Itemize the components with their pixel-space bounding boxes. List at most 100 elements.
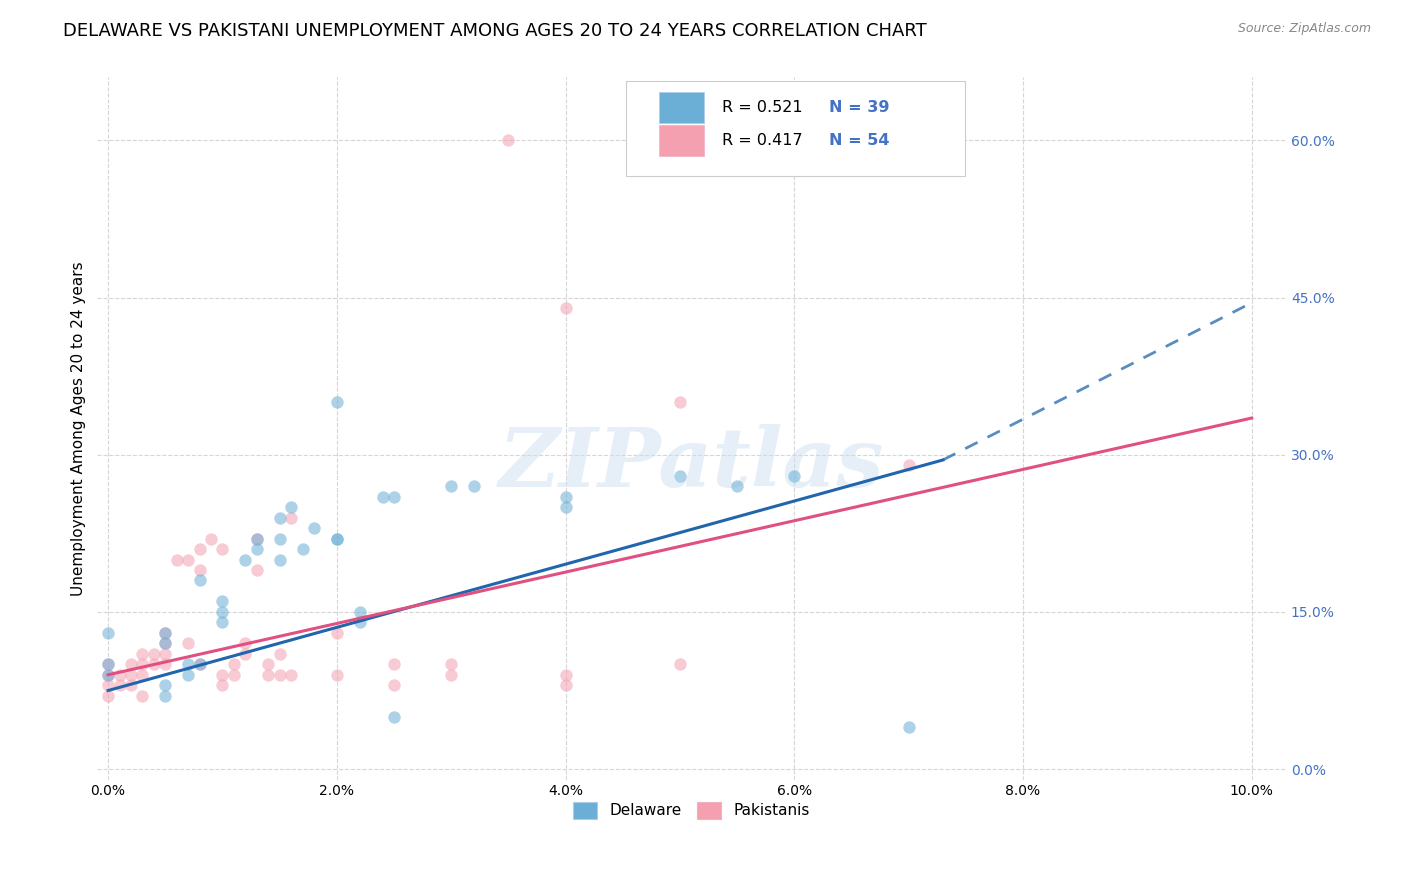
Point — [269, 510, 291, 524]
Point — [246, 532, 269, 546]
Point — [155, 636, 177, 650]
Point — [326, 532, 349, 546]
Point — [269, 552, 291, 566]
Point — [349, 605, 371, 619]
Point — [554, 500, 576, 515]
Point — [382, 678, 405, 692]
Point — [188, 657, 211, 672]
Point — [302, 521, 325, 535]
Point — [897, 720, 920, 734]
Point — [257, 668, 280, 682]
Point — [142, 647, 165, 661]
Point — [783, 468, 806, 483]
FancyBboxPatch shape — [659, 125, 704, 156]
Point — [725, 479, 748, 493]
Point — [382, 657, 405, 672]
Point — [222, 657, 245, 672]
Point — [382, 710, 405, 724]
Point — [440, 668, 463, 682]
Point — [280, 668, 302, 682]
Text: DELAWARE VS PAKISTANI UNEMPLOYMENT AMONG AGES 20 TO 24 YEARS CORRELATION CHART: DELAWARE VS PAKISTANI UNEMPLOYMENT AMONG… — [63, 22, 927, 40]
Point — [233, 647, 256, 661]
Point — [200, 532, 222, 546]
Point — [120, 678, 142, 692]
Point — [97, 668, 120, 682]
Point — [669, 657, 692, 672]
Point — [97, 689, 120, 703]
Point — [440, 479, 463, 493]
Point — [177, 552, 200, 566]
Point — [97, 626, 120, 640]
Point — [155, 647, 177, 661]
Point — [108, 678, 131, 692]
Point — [120, 668, 142, 682]
Point — [211, 668, 233, 682]
Point — [280, 500, 302, 515]
Point — [142, 657, 165, 672]
Point — [233, 636, 256, 650]
Point — [246, 532, 269, 546]
Text: R = 0.521: R = 0.521 — [723, 100, 803, 115]
Point — [291, 542, 314, 557]
Point — [280, 510, 302, 524]
Point — [233, 552, 256, 566]
Point — [97, 678, 120, 692]
Point — [269, 532, 291, 546]
Point — [177, 657, 200, 672]
Point — [554, 301, 576, 315]
Point — [155, 626, 177, 640]
Point — [131, 657, 153, 672]
Point — [131, 668, 153, 682]
Point — [155, 657, 177, 672]
Point — [269, 668, 291, 682]
Point — [97, 668, 120, 682]
Point — [177, 668, 200, 682]
Point — [155, 636, 177, 650]
Point — [246, 563, 269, 577]
Point — [440, 657, 463, 672]
Point — [155, 689, 177, 703]
Point — [211, 678, 233, 692]
Point — [211, 615, 233, 630]
Point — [211, 605, 233, 619]
Text: ZIPatlas: ZIPatlas — [499, 424, 884, 504]
Point — [155, 678, 177, 692]
Point — [382, 490, 405, 504]
Text: Source: ZipAtlas.com: Source: ZipAtlas.com — [1237, 22, 1371, 36]
Point — [131, 647, 153, 661]
Point — [120, 657, 142, 672]
Legend: Delaware, Pakistanis: Delaware, Pakistanis — [567, 796, 815, 824]
Point — [222, 668, 245, 682]
Point — [166, 552, 188, 566]
Text: R = 0.417: R = 0.417 — [723, 133, 803, 148]
Point — [246, 542, 269, 557]
Point — [463, 479, 485, 493]
Point — [326, 668, 349, 682]
Point — [498, 133, 520, 147]
Point — [188, 563, 211, 577]
FancyBboxPatch shape — [626, 81, 965, 176]
Point — [188, 657, 211, 672]
Point — [177, 636, 200, 650]
Point — [188, 574, 211, 588]
Point — [554, 490, 576, 504]
Point — [131, 689, 153, 703]
Point — [257, 657, 280, 672]
Point — [326, 626, 349, 640]
Point — [97, 657, 120, 672]
Point — [108, 668, 131, 682]
Point — [897, 458, 920, 473]
Text: N = 39: N = 39 — [830, 100, 890, 115]
Y-axis label: Unemployment Among Ages 20 to 24 years: Unemployment Among Ages 20 to 24 years — [72, 261, 86, 596]
Text: N = 54: N = 54 — [830, 133, 890, 148]
FancyBboxPatch shape — [659, 92, 704, 123]
Point — [211, 594, 233, 608]
Point — [326, 395, 349, 409]
Point — [269, 647, 291, 661]
Point — [669, 395, 692, 409]
Point — [349, 615, 371, 630]
Point — [554, 668, 576, 682]
Point — [155, 626, 177, 640]
Point — [188, 542, 211, 557]
Point — [669, 468, 692, 483]
